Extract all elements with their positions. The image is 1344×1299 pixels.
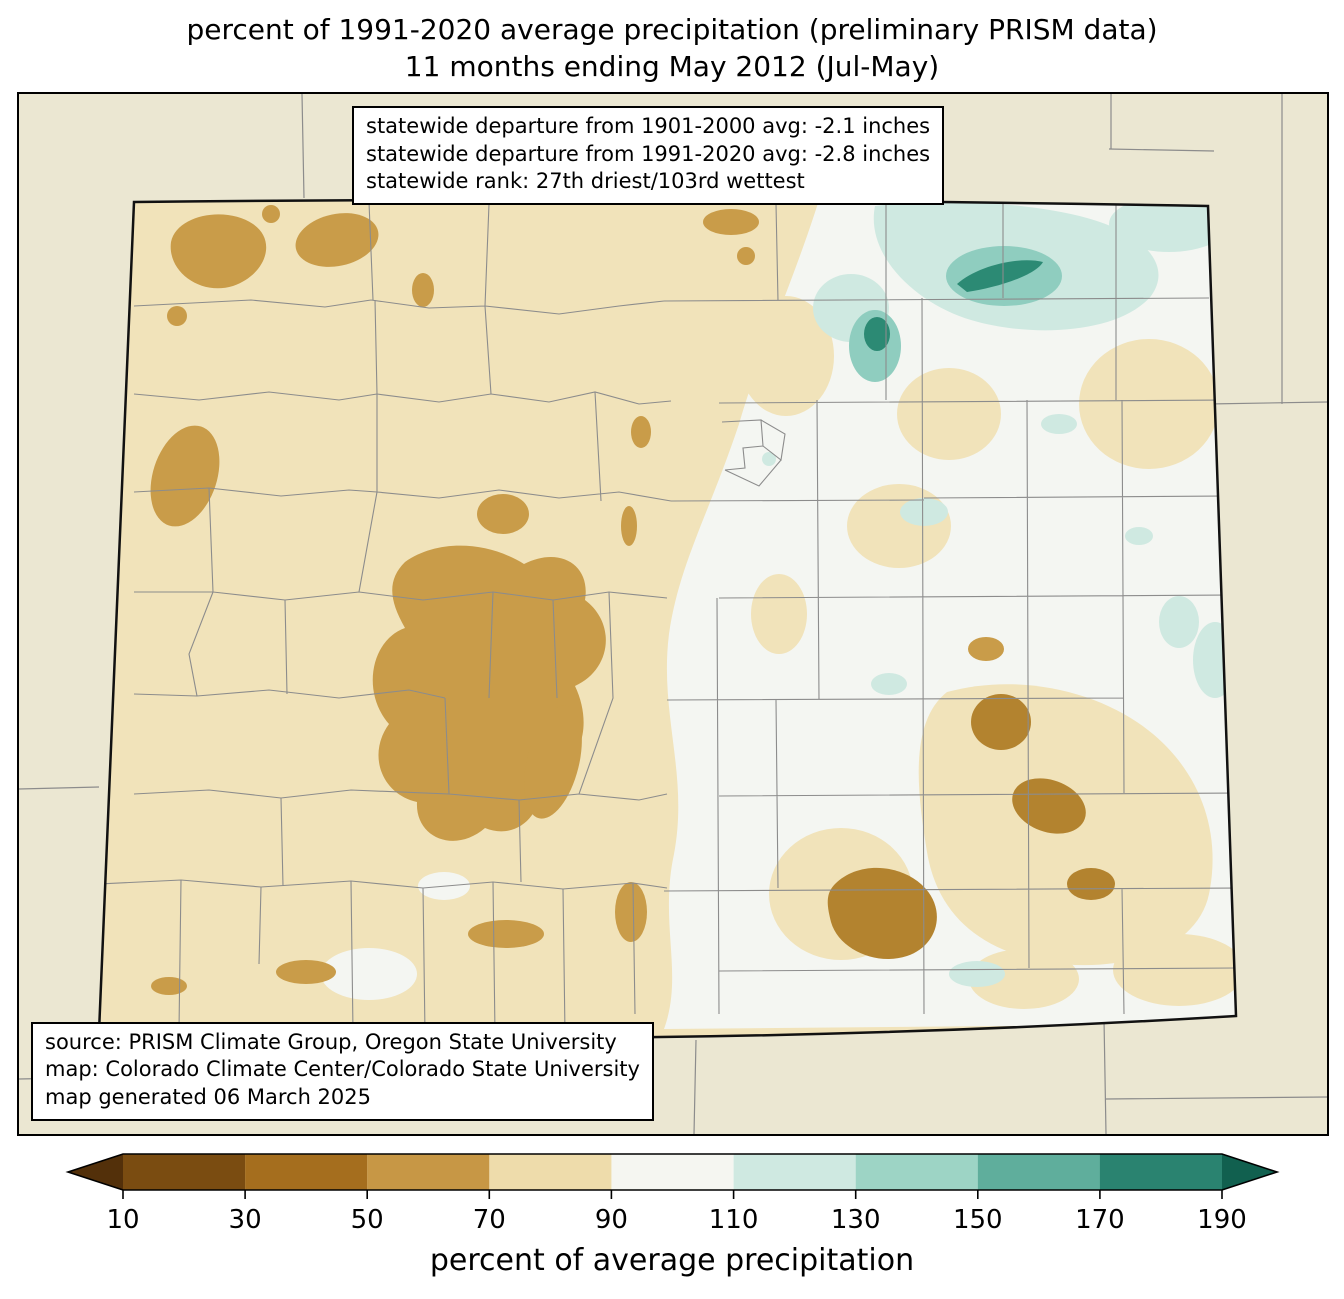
colorbar-arrow-left [68, 1153, 123, 1190]
colorado-interior [99, 199, 1236, 1039]
colorbar-segment [489, 1153, 612, 1190]
colorbar-segment [855, 1153, 978, 1190]
source-line-3: map generated 06 March 2025 [45, 1085, 372, 1110]
stats-box: statewide departure from 1901-2000 avg: … [352, 105, 945, 206]
colorbar-segment [367, 1153, 490, 1190]
chart-title: percent of 1991-2020 average precipitati… [0, 0, 1344, 86]
tick-label: 190 [1197, 1205, 1247, 1235]
county-lines-west [99, 201, 672, 1034]
colorbar-tick-labels: 10 30 50 70 90 110 130 150 170 190 [106, 1205, 1246, 1235]
map-area: statewide departure from 1901-2000 avg: … [17, 91, 1329, 1136]
colorbar-axis-label: percent of average precipitation [430, 1243, 914, 1278]
colorbar-arrow-right [1222, 1153, 1277, 1190]
source-box: source: PRISM Climate Group, Oregon Stat… [31, 1021, 654, 1121]
tick-label: 90 [595, 1205, 628, 1235]
tick-label: 70 [473, 1205, 506, 1235]
tick-label: 50 [351, 1205, 384, 1235]
stats-line-3: statewide rank: 27th driest/103rd wettes… [366, 169, 805, 194]
colorbar-segment [245, 1153, 368, 1190]
colorbar-segment [611, 1153, 734, 1190]
colorbar: 10 30 50 70 90 110 130 150 170 190 perce… [65, 1153, 1280, 1278]
colorbar-segment [733, 1153, 856, 1190]
tick-label: 150 [953, 1205, 1003, 1235]
title-line-1: percent of 1991-2020 average precipitati… [186, 13, 1158, 46]
colorbar-segment [123, 1153, 246, 1190]
county-lines [99, 201, 1236, 1034]
source-line-1: source: PRISM Climate Group, Oregon Stat… [45, 1029, 617, 1054]
title-line-2: 11 months ending May 2012 (Jul-May) [404, 49, 940, 83]
colorbar-segment [977, 1153, 1100, 1190]
colorbar-ticks [122, 1189, 1223, 1199]
stats-line-2: statewide departure from 1991-2020 avg: … [366, 141, 931, 166]
county-lines-denver-cluster [721, 419, 786, 487]
colorbar-bar [65, 1153, 1280, 1191]
county-lines-east [663, 203, 1236, 1014]
tick-label: 170 [1075, 1205, 1125, 1235]
source-line-2: map: Colorado Climate Center/Colorado St… [45, 1057, 640, 1082]
tick-label: 130 [831, 1205, 881, 1235]
tick-label: 10 [106, 1205, 139, 1235]
tick-label: 30 [229, 1205, 262, 1235]
colorbar-segment [1099, 1153, 1223, 1190]
stats-line-1: statewide departure from 1901-2000 avg: … [366, 113, 931, 138]
precipitation-map [19, 93, 1327, 1134]
wet-teal-patches [762, 199, 1236, 987]
tick-label: 110 [709, 1205, 759, 1235]
